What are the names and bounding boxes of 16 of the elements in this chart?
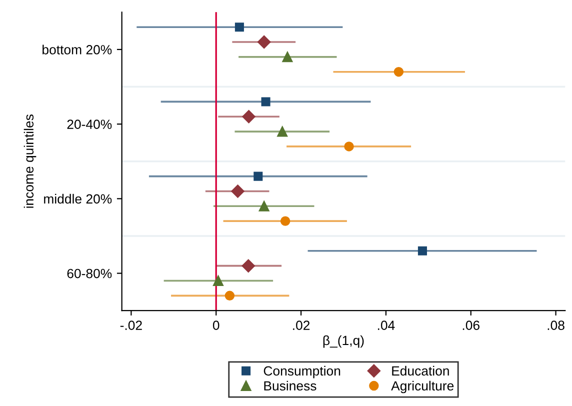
x-axis-title: β_(1,q) [323, 335, 364, 348]
y-axis-title: income quintiles [24, 114, 36, 208]
x-tick-label: -.02 [120, 320, 142, 330]
y-tick-label: 20-40% [67, 120, 112, 129]
x-tick-label: .08 [548, 320, 564, 330]
legend-label: Business [264, 380, 316, 391]
legend-label: Consumption [264, 366, 340, 378]
y-tick-label: 60-80% [67, 268, 112, 278]
x-tick-label: .04 [378, 320, 395, 330]
y-tick-label: bottom 20% [42, 44, 112, 54]
x-tick-label: .06 [462, 320, 480, 330]
x-tick-label: 0 [212, 320, 220, 330]
legend-label: Agriculture [391, 380, 454, 394]
y-tick-label: middle 20% [44, 194, 112, 204]
legend-label: Education [392, 366, 449, 376]
x-tick-label: .02 [293, 320, 310, 330]
